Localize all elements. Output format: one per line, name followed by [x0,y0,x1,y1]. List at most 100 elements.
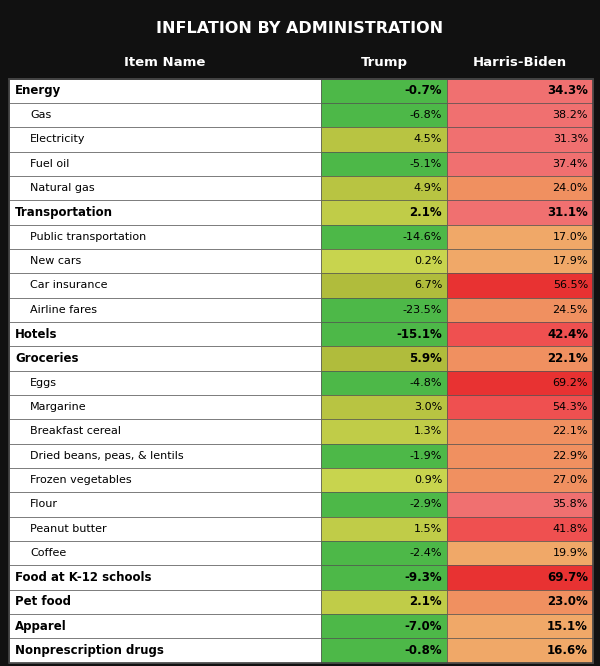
Text: -5.1%: -5.1% [410,159,442,168]
Bar [321,541,447,565]
Text: Harris-Biden: Harris-Biden [473,56,567,69]
Bar [447,565,593,589]
Text: 24.5%: 24.5% [553,305,588,315]
Bar [447,152,593,176]
Text: Natural gas: Natural gas [30,183,95,193]
Bar [447,444,593,468]
Bar [9,103,321,127]
Bar [9,127,321,152]
Text: 6.7%: 6.7% [414,280,442,290]
Text: -2.4%: -2.4% [410,548,442,558]
Text: 34.3%: 34.3% [547,85,588,97]
Text: Nonprescription drugs: Nonprescription drugs [15,644,164,657]
Bar [9,565,321,589]
Bar [9,249,321,273]
Text: Hotels: Hotels [15,328,58,340]
Text: 5.9%: 5.9% [409,352,442,365]
Bar [9,176,321,200]
Text: Apparel: Apparel [15,619,67,633]
Text: 3.0%: 3.0% [414,402,442,412]
Bar [447,273,593,298]
Bar [321,346,447,370]
Text: 0.9%: 0.9% [414,475,442,485]
Bar [447,200,593,224]
Text: Breakfast cereal: Breakfast cereal [30,426,121,436]
Bar [9,517,321,541]
Bar [321,322,447,346]
Text: -6.8%: -6.8% [410,110,442,120]
Bar [321,565,447,589]
Bar [447,614,593,638]
Bar [321,468,447,492]
Bar [447,395,593,420]
Text: -0.7%: -0.7% [404,85,442,97]
Bar [447,224,593,249]
Bar [9,152,321,176]
Text: 27.0%: 27.0% [553,475,588,485]
Text: -2.9%: -2.9% [410,500,442,509]
Bar [321,224,447,249]
Text: Electricity: Electricity [30,135,86,145]
Bar [447,420,593,444]
Bar [9,79,321,103]
Bar [9,420,321,444]
Text: 17.9%: 17.9% [553,256,588,266]
Bar [321,200,447,224]
Bar [9,79,593,663]
Bar [321,103,447,127]
Text: -7.0%: -7.0% [404,619,442,633]
Text: Pet food: Pet food [15,595,71,608]
Bar [9,614,321,638]
Text: Dried beans, peas, & lentils: Dried beans, peas, & lentils [30,451,184,461]
Bar [9,395,321,420]
Bar [9,444,321,468]
Text: INFLATION BY ADMINISTRATION: INFLATION BY ADMINISTRATION [157,21,443,36]
Text: 19.9%: 19.9% [553,548,588,558]
Bar [9,541,321,565]
Bar [447,589,593,614]
Text: -4.8%: -4.8% [410,378,442,388]
Bar [447,298,593,322]
Text: 31.3%: 31.3% [553,135,588,145]
Text: Trump: Trump [361,56,407,69]
Bar [9,638,321,663]
Bar [447,249,593,273]
Bar [447,176,593,200]
Text: Eggs: Eggs [30,378,57,388]
Text: 24.0%: 24.0% [553,183,588,193]
Bar [447,492,593,517]
Bar [447,79,593,103]
Bar [321,152,447,176]
Text: 2.1%: 2.1% [410,206,442,219]
Bar [9,492,321,517]
Text: Car insurance: Car insurance [30,280,107,290]
Text: 31.1%: 31.1% [547,206,588,219]
Bar [9,370,321,395]
Bar [9,224,321,249]
Bar [9,589,321,614]
Text: 38.2%: 38.2% [553,110,588,120]
Bar [321,79,447,103]
Text: 22.1%: 22.1% [553,426,588,436]
Text: 41.8%: 41.8% [553,524,588,534]
Text: -14.6%: -14.6% [403,232,442,242]
Text: New cars: New cars [30,256,81,266]
Text: 1.5%: 1.5% [414,524,442,534]
Bar [447,638,593,663]
Text: Groceries: Groceries [15,352,79,365]
Text: 4.5%: 4.5% [414,135,442,145]
Bar [321,492,447,517]
Bar [9,200,321,224]
Text: 2.1%: 2.1% [410,595,442,608]
Text: Peanut butter: Peanut butter [30,524,107,534]
Bar [321,614,447,638]
Text: Transportation: Transportation [15,206,113,219]
Text: Gas: Gas [30,110,51,120]
Text: Coffee: Coffee [30,548,66,558]
Text: 69.2%: 69.2% [553,378,588,388]
Bar [321,176,447,200]
Text: 15.1%: 15.1% [547,619,588,633]
Bar [9,322,321,346]
Bar [321,249,447,273]
Text: -1.9%: -1.9% [410,451,442,461]
